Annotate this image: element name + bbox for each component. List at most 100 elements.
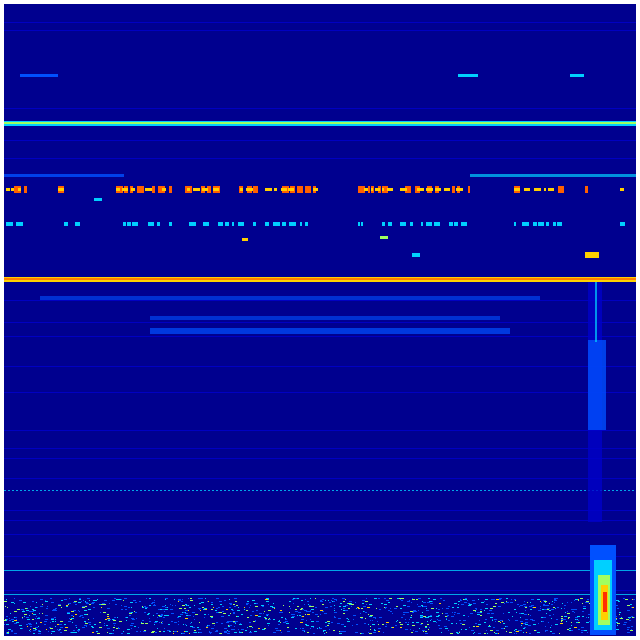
noise-pixel xyxy=(401,600,403,601)
event-mark-core xyxy=(387,188,393,191)
noise-pixel xyxy=(516,633,517,634)
noise-pixel xyxy=(49,627,51,628)
noise-pixel xyxy=(241,614,243,615)
noise-pixel xyxy=(463,620,466,621)
noise-pixel xyxy=(207,625,208,626)
noise-pixel xyxy=(332,598,334,599)
noise-pixel xyxy=(412,599,415,600)
noise-pixel xyxy=(586,622,589,623)
event-mark-core xyxy=(417,188,424,191)
noise-pixel xyxy=(55,626,56,627)
dotted-band-mark xyxy=(576,490,578,491)
noise-pixel xyxy=(360,617,363,618)
noise-pixel xyxy=(144,612,145,613)
noise-pixel xyxy=(50,622,51,623)
noise-pixel xyxy=(538,610,541,611)
noise-pixel xyxy=(198,608,201,609)
noise-pixel xyxy=(32,611,34,612)
noise-pixel xyxy=(218,607,220,608)
noise-pixel xyxy=(386,622,389,623)
noise-pixel xyxy=(264,628,266,629)
noise-pixel xyxy=(6,633,7,634)
noise-pixel xyxy=(409,600,410,601)
noise-pixel xyxy=(39,613,40,614)
noise-pixel xyxy=(619,612,621,613)
noise-pixel xyxy=(315,614,318,615)
noise-pixel xyxy=(509,632,512,633)
noise-pixel xyxy=(430,620,431,621)
noise-pixel xyxy=(629,620,631,621)
noise-pixel xyxy=(134,626,136,627)
noise-pixel xyxy=(45,600,46,601)
noise-pixel xyxy=(70,619,72,620)
noise-pixel xyxy=(365,601,368,602)
noise-pixel xyxy=(307,614,310,615)
noise-pixel xyxy=(341,624,344,625)
event-mark-cyan xyxy=(232,222,234,226)
noise-pixel xyxy=(489,610,492,611)
noise-pixel xyxy=(330,606,332,607)
noise-pixel xyxy=(23,610,24,611)
noise-pixel xyxy=(631,626,633,627)
noise-pixel xyxy=(224,631,227,632)
noise-pixel xyxy=(75,604,77,605)
noise-pixel xyxy=(542,621,544,622)
noise-pixel xyxy=(442,608,443,609)
noise-pixel xyxy=(502,621,503,622)
dotted-band-mark xyxy=(436,490,438,491)
event-mark-red xyxy=(24,186,27,193)
noise-pixel xyxy=(627,629,629,630)
dotted-band-mark xyxy=(356,490,358,491)
noise-pixel xyxy=(211,602,213,603)
noise-pixel xyxy=(266,615,267,616)
noise-pixel xyxy=(210,633,211,634)
noise-pixel xyxy=(293,603,294,604)
noise-pixel xyxy=(179,608,182,609)
noise-pixel xyxy=(343,613,345,614)
faint-band-line xyxy=(4,448,636,449)
noise-pixel xyxy=(493,606,496,607)
noise-pixel xyxy=(334,610,335,611)
noise-pixel xyxy=(192,612,195,613)
noise-pixel xyxy=(588,617,589,618)
noise-pixel xyxy=(178,616,181,617)
noise-pixel xyxy=(349,604,351,605)
noise-pixel xyxy=(627,610,630,611)
dotted-band-mark xyxy=(292,490,294,491)
noise-pixel xyxy=(501,602,504,603)
faint-band-line xyxy=(4,458,636,459)
noise-pixel xyxy=(199,609,200,610)
dotted-band-mark xyxy=(632,490,634,491)
noise-pixel xyxy=(300,622,303,623)
noise-pixel xyxy=(424,606,427,607)
event-mark-cyan xyxy=(522,222,529,226)
noise-pixel xyxy=(564,616,567,617)
noise-pixel xyxy=(132,619,135,620)
noise-pixel xyxy=(84,621,86,622)
noise-pixel xyxy=(221,616,223,617)
noise-pixel xyxy=(58,605,61,606)
noise-pixel xyxy=(165,599,166,600)
noise-pixel xyxy=(157,617,158,618)
noise-pixel xyxy=(616,622,618,623)
noise-pixel xyxy=(164,611,165,612)
noise-pixel xyxy=(29,615,30,616)
event-mark-red xyxy=(358,186,365,193)
noise-pixel xyxy=(75,625,77,626)
noise-pixel xyxy=(520,617,521,618)
noise-pixel xyxy=(353,615,356,616)
noise-pixel xyxy=(72,611,74,612)
noise-pixel xyxy=(463,599,464,600)
noise-pixel xyxy=(131,623,134,624)
noise-pixel xyxy=(123,600,124,601)
noise-pixel xyxy=(99,627,102,628)
faint-band-line xyxy=(4,534,636,535)
noise-pixel xyxy=(224,600,226,601)
noise-pixel xyxy=(142,620,144,621)
noise-pixel xyxy=(405,622,407,623)
noise-pixel xyxy=(292,599,294,600)
noise-pixel xyxy=(180,614,183,615)
event-mark-core xyxy=(202,188,208,191)
noise-pixel xyxy=(530,609,532,610)
dotted-band-mark xyxy=(200,490,202,491)
